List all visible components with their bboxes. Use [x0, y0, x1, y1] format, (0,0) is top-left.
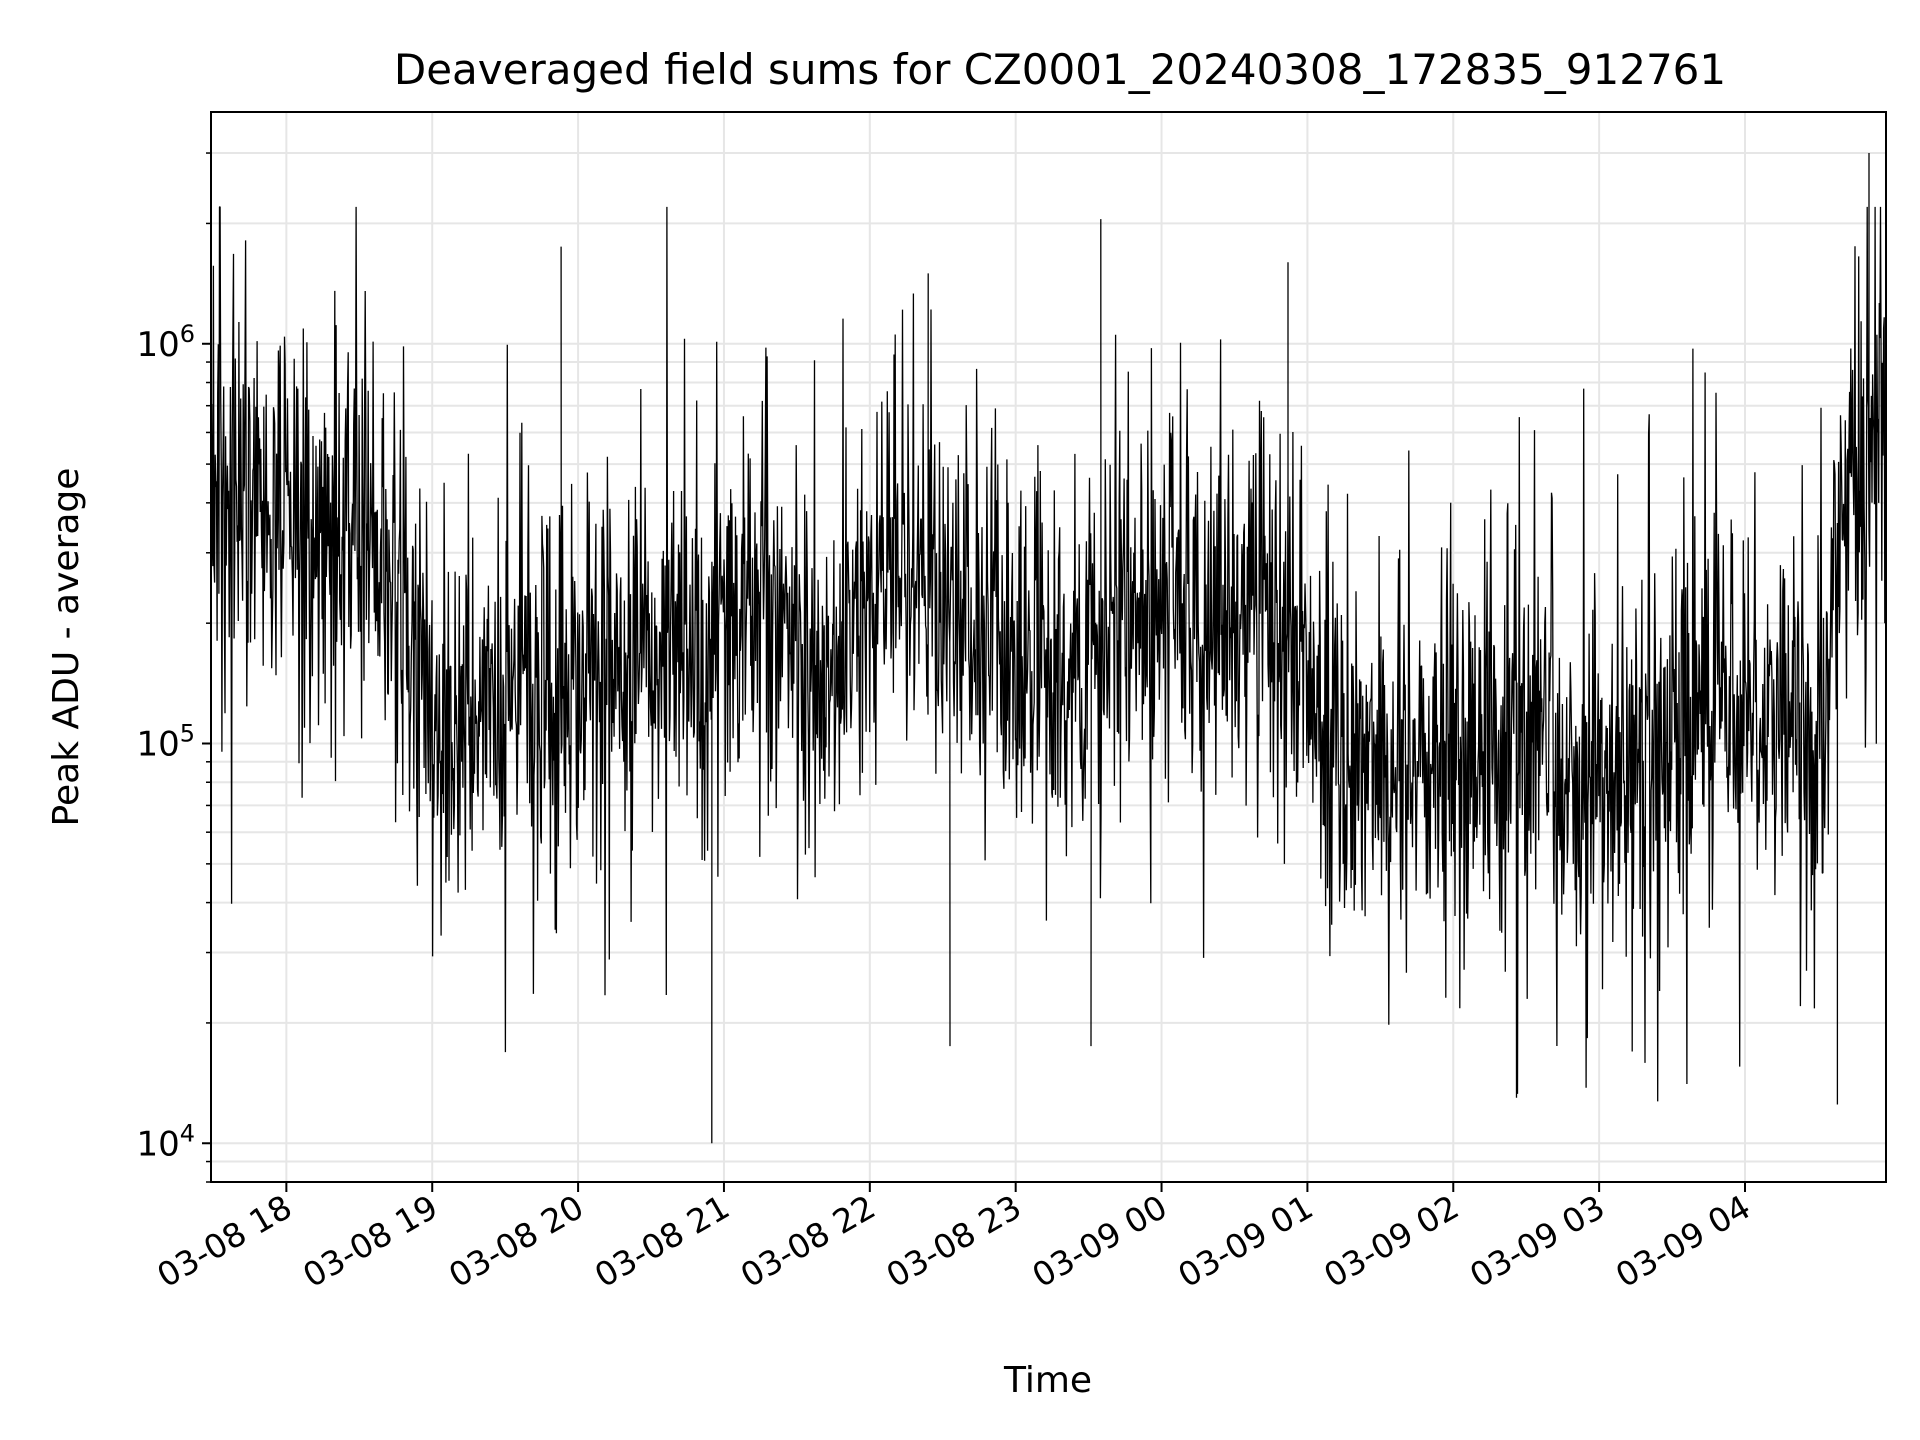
plot-frame: [210, 111, 1887, 1183]
y-tick-label: 104: [136, 1119, 195, 1164]
chart-title: Deaveraged field sums for CZ0001_2024030…: [394, 45, 1726, 94]
x-axis-label: Time: [1003, 1360, 1092, 1401]
y-tick-label: 106: [136, 320, 195, 365]
y-tick-label: 105: [136, 720, 195, 765]
y-axis: 104 105 106: [136, 152, 211, 1183]
series-line: [211, 153, 1886, 1144]
y-axis-label: Peak ADU - average: [46, 468, 87, 827]
